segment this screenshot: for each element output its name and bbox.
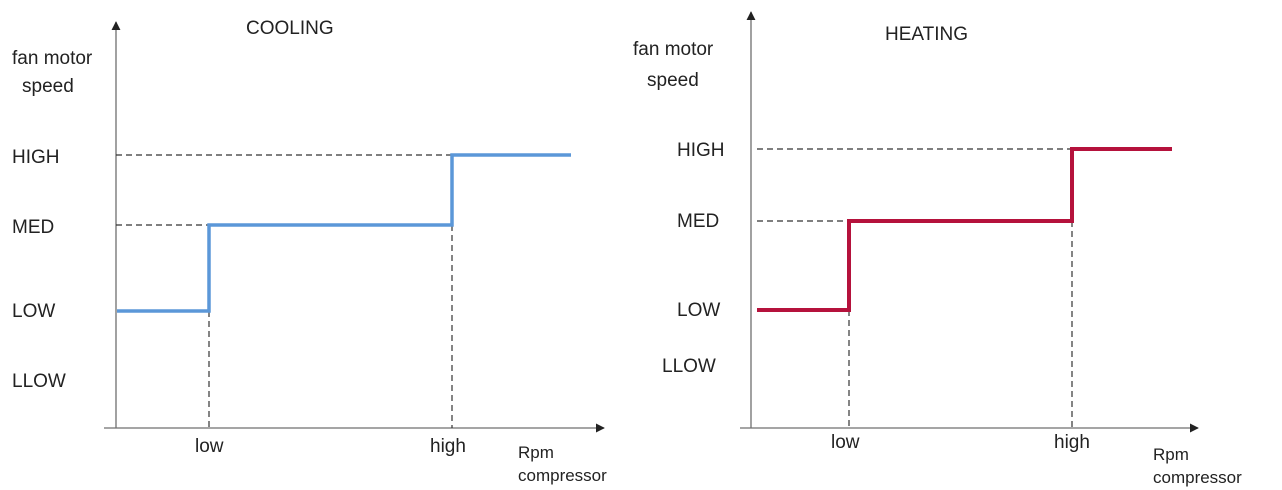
chart-title: COOLING (246, 18, 334, 39)
y-axis-label-line-2: speed (22, 76, 74, 97)
x-tick-label: low (195, 436, 224, 457)
y-tick-label: MED (12, 217, 54, 238)
x-tick-label: high (430, 436, 466, 457)
x-axis-label-line-2: compressor (1153, 468, 1242, 487)
x-axis-label-line-1: Rpm (1153, 445, 1189, 464)
y-tick-label: LOW (677, 300, 720, 321)
series-line (117, 153, 571, 313)
cooling-chart: COOLING fan motor speed HIGH MED LOW LLO… (12, 18, 607, 485)
y-axis-label-line-2: speed (647, 70, 699, 91)
chart-title: HEATING (885, 24, 968, 45)
x-tick-label: low (831, 432, 860, 453)
y-tick-label: MED (677, 211, 719, 232)
y-tick-label: LLOW (12, 371, 66, 392)
x-tick-label: high (1054, 432, 1090, 453)
y-axis-label-line-1: fan motor (633, 39, 714, 60)
x-axis-label-line-2: compressor (518, 466, 607, 485)
y-tick-label: HIGH (12, 147, 60, 168)
y-tick-label: LOW (12, 301, 55, 322)
heating-chart: HEATING fan motor speed HIGH MED LOW LLO… (633, 11, 1242, 487)
y-tick-label: HIGH (677, 140, 725, 161)
x-axis-label-line-1: Rpm (518, 443, 554, 462)
series-line (757, 147, 1172, 312)
y-tick-label: LLOW (662, 356, 716, 377)
y-axis-label-line-1: fan motor (12, 48, 93, 69)
